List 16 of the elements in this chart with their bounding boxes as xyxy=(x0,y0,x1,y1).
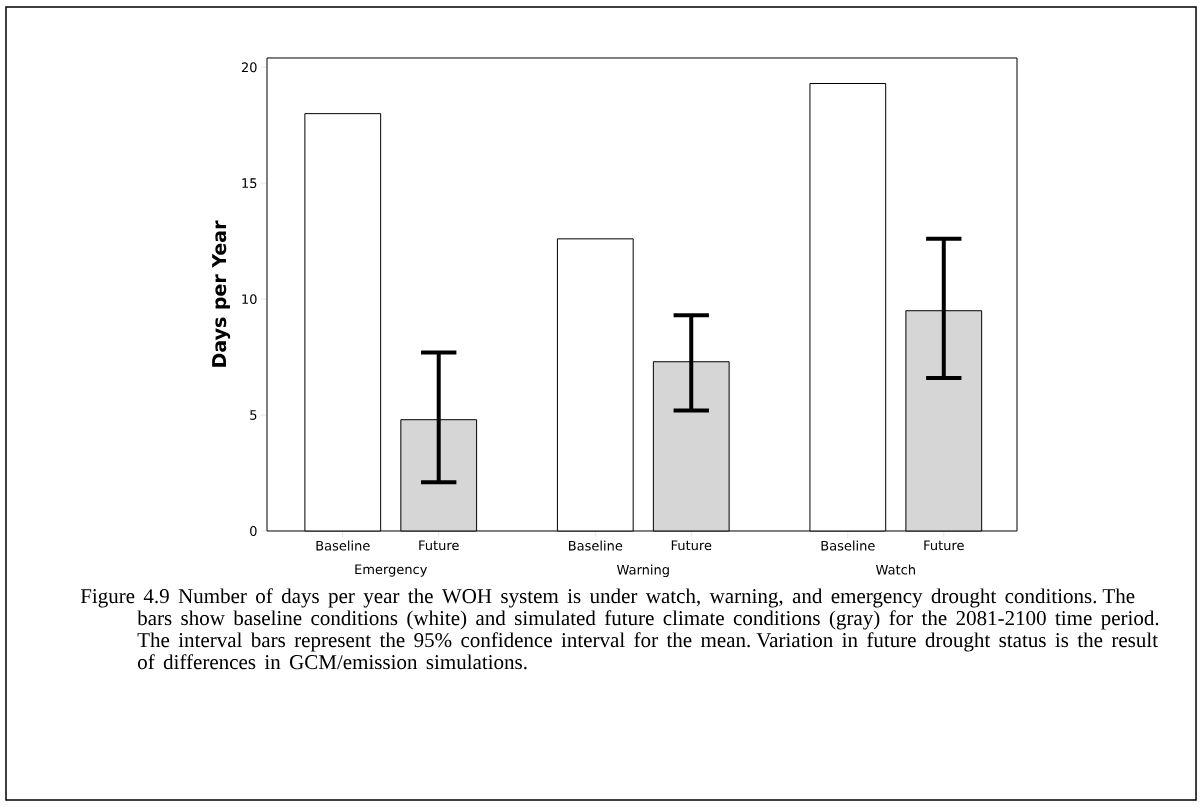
caption: Figure 4.9 Number of days per year the WOH system is under watch, warning, and emergency drought conditions. The bars show baseline conditions (white) and simulated future climate conditions (gray) for the 2081-2100 time period. The interval bars represent the 95% confidence interval for the mean. Variation in future drought status is the result of differences in GCM/emission simulations. xyxy=(80,588,1159,670)
series-label: Baseline xyxy=(316,540,370,551)
text: Future xyxy=(671,540,712,551)
x-tick-label: Emergency xyxy=(355,564,428,577)
x-tick-label: Watch xyxy=(876,564,915,575)
x-tick-label: Warning xyxy=(616,564,669,578)
text: Future xyxy=(924,540,964,551)
y-axis-title: Days per Year xyxy=(212,220,231,367)
y-tick-label: 20 xyxy=(241,62,257,73)
y-tick-label: 5 xyxy=(250,410,257,420)
series-label: Future xyxy=(419,540,459,551)
text: Baseline xyxy=(569,540,623,551)
y-tick-label: 10 xyxy=(242,294,257,305)
y-tick-label: 15 xyxy=(242,178,257,189)
text: Baseline xyxy=(821,540,875,551)
y-tick-label: 0 xyxy=(250,526,257,536)
